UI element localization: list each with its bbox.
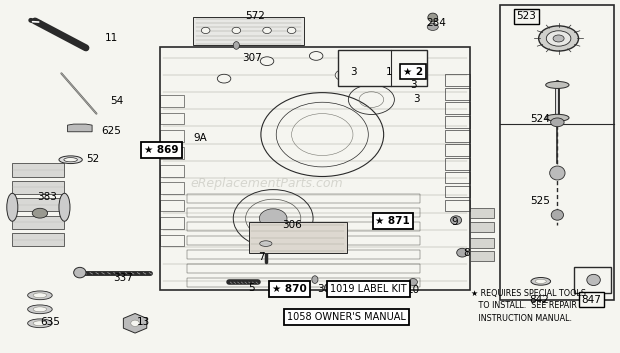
Text: ★ 2: ★ 2 <box>403 67 423 77</box>
Ellipse shape <box>539 26 578 51</box>
Text: 5: 5 <box>249 283 255 293</box>
Polygon shape <box>68 124 92 132</box>
Text: 10: 10 <box>407 285 420 295</box>
Ellipse shape <box>587 274 600 286</box>
Text: 635: 635 <box>40 317 60 327</box>
Ellipse shape <box>535 279 546 283</box>
Ellipse shape <box>32 208 48 218</box>
Text: 52: 52 <box>86 154 99 164</box>
Ellipse shape <box>131 320 140 327</box>
Ellipse shape <box>309 52 323 60</box>
Text: 11: 11 <box>104 34 118 43</box>
Polygon shape <box>12 163 64 176</box>
Polygon shape <box>469 251 494 261</box>
Text: 54: 54 <box>110 96 124 106</box>
Polygon shape <box>12 198 64 211</box>
Ellipse shape <box>64 158 78 162</box>
Text: 307: 307 <box>317 284 337 294</box>
Text: 307: 307 <box>242 53 262 63</box>
Ellipse shape <box>546 114 569 121</box>
Ellipse shape <box>33 293 46 298</box>
Ellipse shape <box>551 210 564 220</box>
Ellipse shape <box>218 74 231 83</box>
Text: eReplacementParts.com: eReplacementParts.com <box>191 177 343 190</box>
Ellipse shape <box>28 305 52 314</box>
Polygon shape <box>469 222 494 232</box>
Polygon shape <box>123 313 147 333</box>
Ellipse shape <box>335 70 352 81</box>
Text: 842: 842 <box>529 294 549 305</box>
Ellipse shape <box>33 321 46 326</box>
Ellipse shape <box>365 57 378 66</box>
Text: 524: 524 <box>529 114 549 124</box>
Ellipse shape <box>260 241 272 246</box>
Polygon shape <box>469 238 494 248</box>
Text: ★ 869: ★ 869 <box>144 145 179 155</box>
Text: 1058 OWNER'S MANUAL: 1058 OWNER'S MANUAL <box>288 312 406 322</box>
Ellipse shape <box>531 277 551 285</box>
Text: 7: 7 <box>258 252 265 262</box>
Ellipse shape <box>428 13 438 22</box>
Text: 8: 8 <box>463 249 470 258</box>
Ellipse shape <box>233 42 239 49</box>
Ellipse shape <box>259 209 287 228</box>
Text: 847: 847 <box>581 294 601 305</box>
Text: 3: 3 <box>410 80 417 90</box>
Ellipse shape <box>263 27 272 34</box>
Ellipse shape <box>546 82 569 89</box>
Ellipse shape <box>74 267 86 278</box>
Polygon shape <box>469 208 494 219</box>
Ellipse shape <box>33 307 46 312</box>
Ellipse shape <box>287 27 296 34</box>
Ellipse shape <box>312 276 318 283</box>
Text: 3: 3 <box>413 94 420 103</box>
Text: 525: 525 <box>529 196 549 206</box>
Polygon shape <box>500 5 614 299</box>
Ellipse shape <box>407 74 421 83</box>
Ellipse shape <box>553 35 564 42</box>
Text: ★ REQUIRES SPECIAL TOOLS
   TO INSTALL.  SEE REPAIR
   INSTRUCTION MANUAL.: ★ REQUIRES SPECIAL TOOLS TO INSTALL. SEE… <box>471 289 586 323</box>
Polygon shape <box>574 267 611 293</box>
Polygon shape <box>249 222 347 253</box>
Polygon shape <box>12 233 64 246</box>
Ellipse shape <box>59 156 82 163</box>
Text: 337: 337 <box>113 273 133 283</box>
Ellipse shape <box>202 27 210 34</box>
Text: 523: 523 <box>516 11 536 22</box>
Text: 572: 572 <box>246 11 265 22</box>
Ellipse shape <box>59 193 70 221</box>
Polygon shape <box>338 50 427 86</box>
Ellipse shape <box>356 62 374 74</box>
Text: ★ 871: ★ 871 <box>376 216 410 226</box>
Ellipse shape <box>551 118 564 127</box>
Text: 9A: 9A <box>193 133 207 143</box>
Ellipse shape <box>546 31 571 46</box>
Ellipse shape <box>451 216 462 225</box>
Ellipse shape <box>28 291 52 300</box>
Text: 383: 383 <box>37 192 57 203</box>
Text: 9: 9 <box>451 217 458 227</box>
Ellipse shape <box>409 279 417 286</box>
Text: 284: 284 <box>427 18 446 28</box>
Text: 306: 306 <box>282 220 302 231</box>
Text: 3: 3 <box>350 67 356 77</box>
Polygon shape <box>193 18 304 46</box>
Text: 13: 13 <box>137 317 150 327</box>
Text: 1: 1 <box>386 67 392 77</box>
Ellipse shape <box>427 23 438 30</box>
Polygon shape <box>12 181 64 194</box>
Text: ★ 870: ★ 870 <box>272 284 307 294</box>
Text: 1019 LABEL KIT: 1019 LABEL KIT <box>330 284 407 294</box>
Ellipse shape <box>232 27 241 34</box>
Ellipse shape <box>457 248 467 257</box>
Ellipse shape <box>7 193 18 221</box>
Text: 625: 625 <box>101 126 121 136</box>
Ellipse shape <box>260 57 274 66</box>
Ellipse shape <box>28 319 52 328</box>
Polygon shape <box>12 216 64 229</box>
Ellipse shape <box>550 166 565 180</box>
